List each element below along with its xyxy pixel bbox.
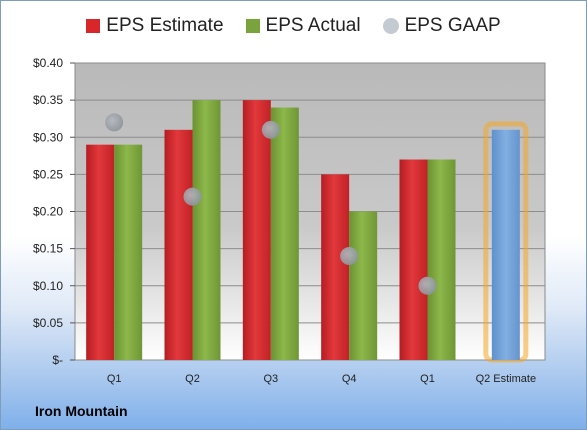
x-tick-label: Q2 Estimate <box>476 373 537 385</box>
legend-item-eps-gaap: EPS GAAP <box>382 15 501 37</box>
legend-label-eps-actual: EPS Actual <box>265 15 361 36</box>
y-tick-label: $0.20 <box>33 205 63 219</box>
bar-eps-estimate <box>399 159 428 360</box>
y-tick-label: $0.10 <box>33 279 63 293</box>
bar-eps-actual <box>349 211 378 360</box>
x-tick-label: Q3 <box>263 373 278 385</box>
marker-eps-gaap <box>418 276 437 295</box>
marker-eps-gaap <box>261 120 280 139</box>
legend-item-eps-estimate: EPS Estimate <box>86 15 224 37</box>
company-name: Iron Mountain <box>35 403 128 419</box>
x-tick-label: Q1 <box>420 373 435 385</box>
bar-next-estimate <box>491 129 520 360</box>
y-tick-label: $- <box>52 353 63 367</box>
bar-eps-actual <box>192 100 221 360</box>
marker-eps-gaap <box>340 247 359 266</box>
x-tick-label: Q2 <box>185 373 200 385</box>
legend-swatch-eps-actual <box>245 19 260 33</box>
legend-swatch-eps-estimate <box>86 19 101 33</box>
y-tick-label: $0.40 <box>33 56 63 70</box>
y-tick-label: $0.15 <box>33 242 63 256</box>
legend-label-eps-gaap: EPS GAAP <box>404 15 501 36</box>
legend-label-eps-estimate: EPS Estimate <box>106 15 224 36</box>
y-tick-label: $0.35 <box>33 93 63 107</box>
bar-eps-actual <box>270 107 299 360</box>
bar-eps-estimate <box>242 100 271 360</box>
bar-eps-actual <box>427 159 456 360</box>
x-tick-label: Q4 <box>342 373 357 385</box>
bar-eps-estimate <box>86 144 115 360</box>
y-tick-label: $0.30 <box>33 130 63 144</box>
legend-swatch-eps-gaap <box>382 18 399 34</box>
legend-item-eps-actual: EPS Actual <box>245 15 361 37</box>
bar-eps-actual <box>114 144 143 360</box>
bar-eps-estimate <box>321 174 350 360</box>
y-tick-label: $0.05 <box>33 316 63 330</box>
chart-legend: EPS Estimate EPS Actual EPS GAAP <box>1 15 586 37</box>
x-tick-label: Q1 <box>107 373 122 385</box>
marker-eps-gaap <box>183 187 202 206</box>
bar-eps-estimate <box>164 129 193 360</box>
y-tick-label: $0.25 <box>33 167 63 181</box>
marker-eps-gaap <box>105 113 124 132</box>
